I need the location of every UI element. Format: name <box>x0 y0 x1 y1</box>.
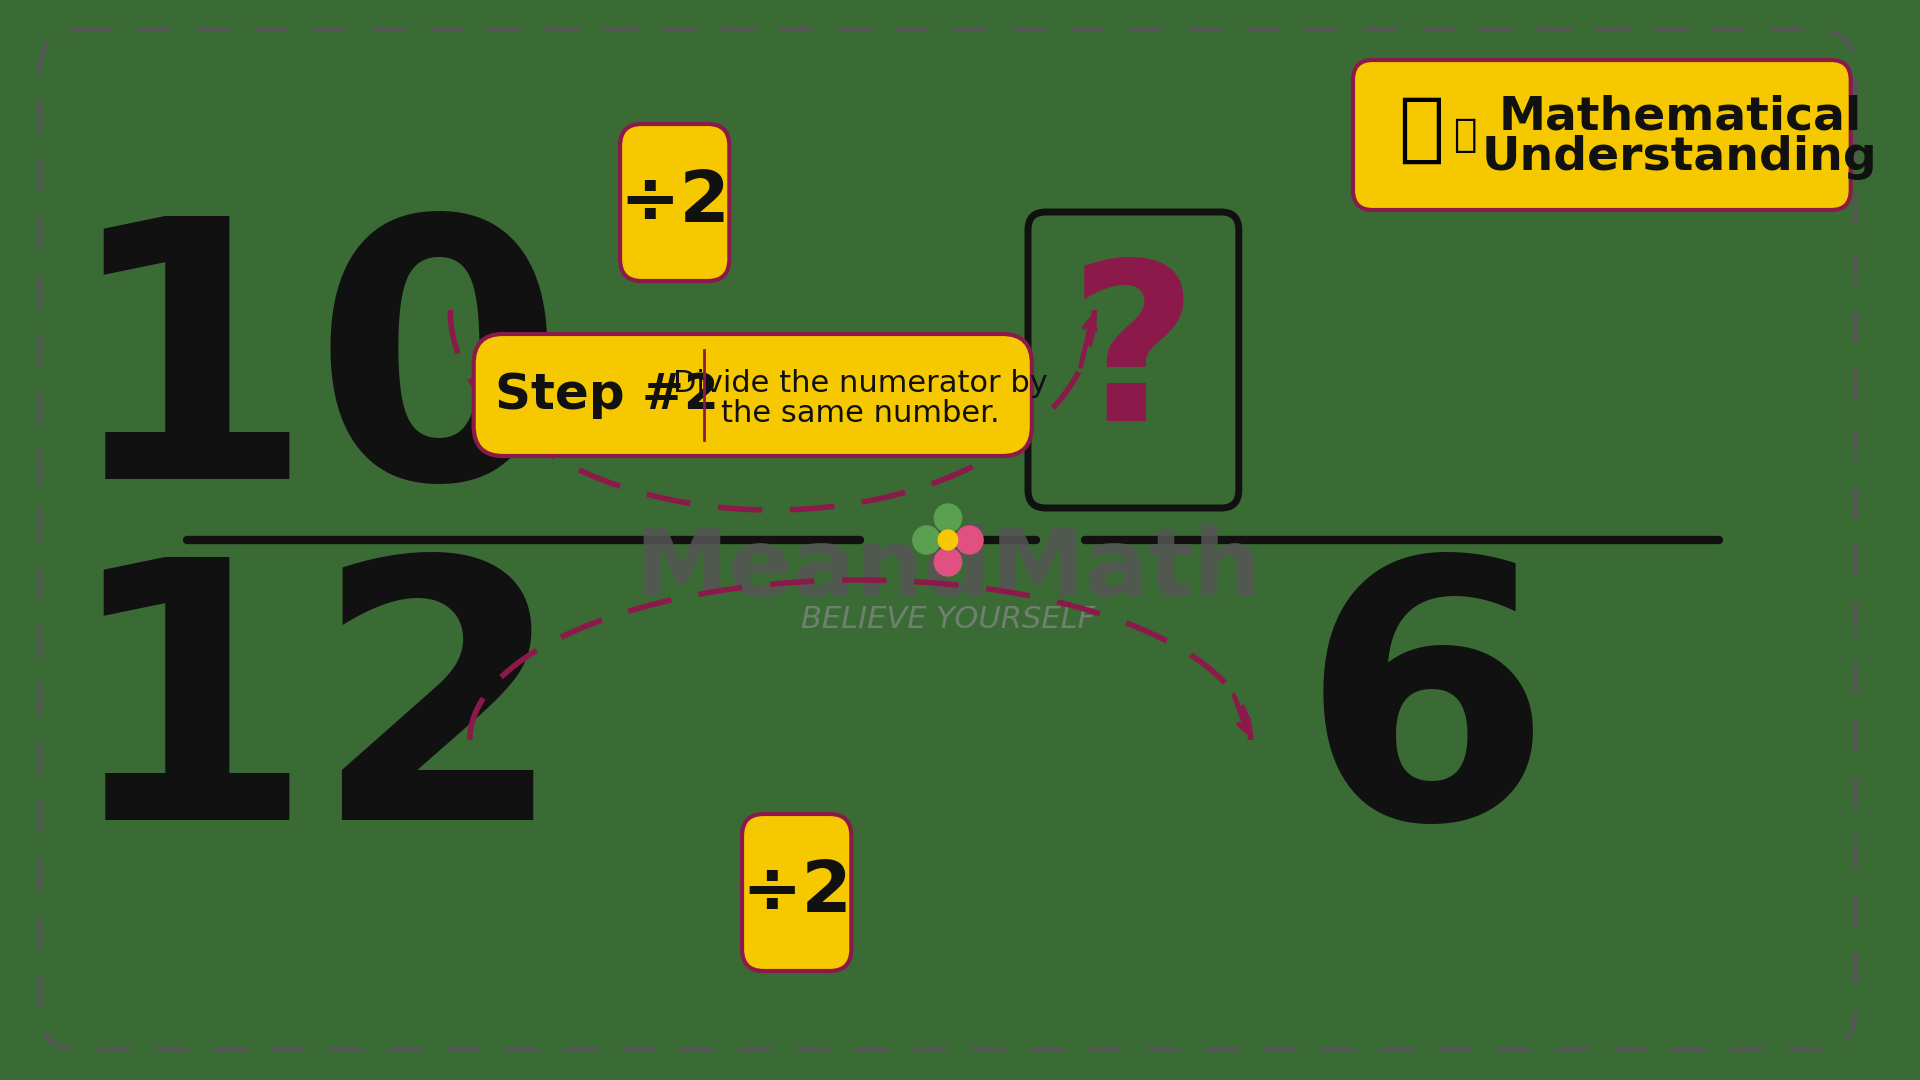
Text: ÷2: ÷2 <box>741 858 852 927</box>
Text: MeandMath: MeandMath <box>636 524 1261 616</box>
Circle shape <box>939 530 958 550</box>
Text: 12: 12 <box>61 545 564 894</box>
Circle shape <box>935 504 962 532</box>
Text: 6: 6 <box>1300 545 1551 894</box>
Text: Step #2: Step #2 <box>495 372 718 419</box>
Text: Mathematical: Mathematical <box>1498 94 1862 139</box>
FancyBboxPatch shape <box>1359 67 1482 203</box>
Text: ÷2: ÷2 <box>620 168 730 237</box>
Text: ?: ? <box>1069 253 1198 467</box>
Text: the same number.: the same number. <box>720 399 1000 428</box>
Text: Understanding: Understanding <box>1482 135 1878 179</box>
Circle shape <box>956 526 983 554</box>
Text: BELIEVE YOURSELF: BELIEVE YOURSELF <box>801 606 1094 634</box>
Text: Divide the numerator by: Divide the numerator by <box>672 368 1048 397</box>
FancyBboxPatch shape <box>474 334 1031 456</box>
Text: 10: 10 <box>61 205 564 554</box>
FancyBboxPatch shape <box>1027 212 1238 508</box>
Circle shape <box>935 548 962 576</box>
FancyBboxPatch shape <box>1354 60 1851 210</box>
Text: 🔌: 🔌 <box>1453 116 1476 154</box>
FancyBboxPatch shape <box>620 124 730 281</box>
FancyBboxPatch shape <box>741 814 851 971</box>
Circle shape <box>912 526 941 554</box>
Text: 💡: 💡 <box>1398 93 1444 167</box>
